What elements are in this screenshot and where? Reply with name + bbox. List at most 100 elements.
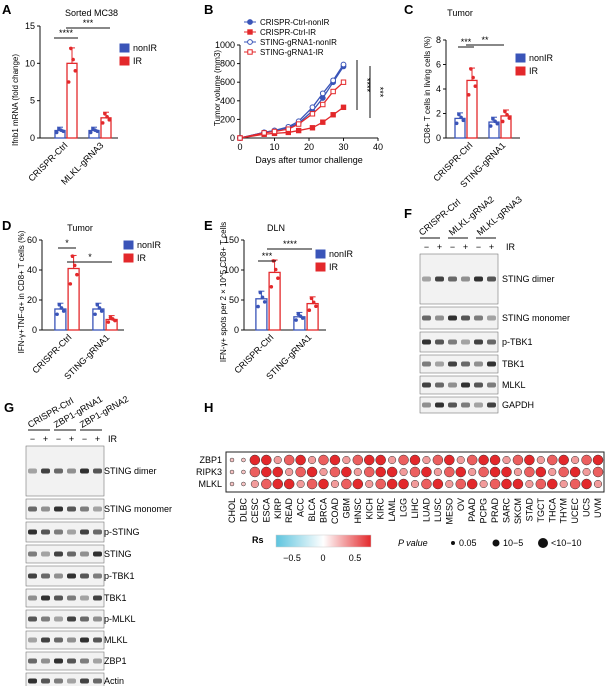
legend-label: CRISPR-Ctrl-IR xyxy=(260,28,316,37)
data-point xyxy=(61,129,66,134)
bar xyxy=(268,271,281,331)
bubble xyxy=(342,455,351,465)
legend-label: STING-gRNA1-nonIR xyxy=(260,38,337,47)
p-size-swatch xyxy=(451,541,455,545)
bubble xyxy=(241,457,246,463)
bubble xyxy=(375,454,386,466)
blot-band xyxy=(474,276,483,282)
cancer-label: LUSC xyxy=(433,498,443,523)
band-label: p-MLKL xyxy=(104,614,136,624)
bubble xyxy=(250,479,259,489)
data-point xyxy=(107,118,112,122)
blot-band xyxy=(448,402,457,408)
panel-letter: G xyxy=(4,400,14,415)
sig-label: **** xyxy=(362,78,372,93)
blot-band xyxy=(28,616,37,622)
panel-h: H ZBP1 RIPK3 MLKL CHOL DLBC CESC ESCA KIRP READ… xyxy=(196,400,605,563)
bubble xyxy=(398,454,409,466)
blot-band xyxy=(41,678,50,684)
blot-band xyxy=(448,276,457,282)
blot-band xyxy=(80,529,89,535)
sig-label: **** xyxy=(59,28,74,38)
p-legend-title: P value xyxy=(398,538,428,548)
blot-band xyxy=(93,637,102,643)
blot-band xyxy=(474,315,483,321)
data-point xyxy=(73,69,78,73)
blot-strip xyxy=(419,306,499,330)
blot-band xyxy=(41,506,50,512)
blot-band xyxy=(487,315,496,321)
rs-tick: 0 xyxy=(320,553,325,563)
ir-sign: − xyxy=(450,242,455,252)
bubble xyxy=(261,454,272,466)
data-point xyxy=(473,84,478,88)
bubble xyxy=(229,481,235,487)
bubble xyxy=(455,478,466,490)
ir-sign: − xyxy=(56,434,61,444)
bubble xyxy=(273,455,282,465)
bubble xyxy=(296,479,305,489)
legend-label: IR xyxy=(133,56,143,66)
blot-band xyxy=(41,551,50,557)
bubble xyxy=(386,466,398,478)
rs-legend-title: Rs xyxy=(252,535,264,545)
cancer-label: BRCA xyxy=(319,498,329,523)
cancer-label: MESO xyxy=(444,498,454,525)
blot-strip xyxy=(419,331,499,353)
data-point xyxy=(488,124,493,128)
bubble xyxy=(547,454,558,466)
y-tick-label: 8 xyxy=(436,35,441,45)
blot-band xyxy=(93,506,102,512)
legend-label: nonIR xyxy=(133,43,158,53)
bubble xyxy=(479,479,488,489)
bubble xyxy=(569,478,581,490)
data-point xyxy=(57,303,62,307)
data-point xyxy=(466,93,471,97)
blot-band xyxy=(67,595,76,601)
bubble xyxy=(330,479,339,489)
band-label: TBK1 xyxy=(502,359,525,369)
blot-band xyxy=(80,573,89,579)
band-label: STING dimer xyxy=(104,466,157,476)
bubble xyxy=(295,454,306,466)
data-point xyxy=(99,309,104,313)
data-point xyxy=(276,276,280,280)
legend-label: IR xyxy=(137,253,147,263)
blot-band xyxy=(80,468,89,474)
panel-title: Tumor xyxy=(447,8,473,18)
p-tick: 0.05 xyxy=(459,538,477,548)
bubble xyxy=(409,454,421,466)
data-point xyxy=(258,290,263,295)
cancer-label: UVM xyxy=(593,498,603,518)
legend-marker xyxy=(247,39,253,45)
cancer-label: SARC xyxy=(502,498,512,524)
data-point xyxy=(314,304,318,309)
cancer-label: PRAD xyxy=(490,498,500,524)
bubble xyxy=(501,478,512,490)
cancer-label: TGCT xyxy=(536,498,546,523)
bubble xyxy=(502,455,511,465)
blot-band xyxy=(435,402,444,408)
series-point xyxy=(237,135,243,141)
data-point xyxy=(70,254,75,258)
bubble xyxy=(285,467,294,477)
blot-band xyxy=(28,658,37,664)
cancer-label: PCPG xyxy=(479,498,489,524)
series-point xyxy=(309,125,316,131)
bubble xyxy=(272,466,283,478)
blot-band xyxy=(93,616,102,622)
data-point xyxy=(311,300,316,305)
blot-band xyxy=(487,339,496,345)
bubble xyxy=(581,478,592,490)
data-point xyxy=(103,112,107,116)
blot-band xyxy=(54,678,63,684)
series-point xyxy=(309,111,316,117)
band-label: MLKL xyxy=(104,635,128,645)
bubble xyxy=(478,466,489,478)
blot-strip xyxy=(25,588,105,608)
blot-band xyxy=(93,595,102,601)
bubble xyxy=(353,467,362,477)
cancer-label: THCA xyxy=(547,498,557,523)
sig-label: **** xyxy=(283,239,298,249)
panel-letter: E xyxy=(204,218,213,233)
